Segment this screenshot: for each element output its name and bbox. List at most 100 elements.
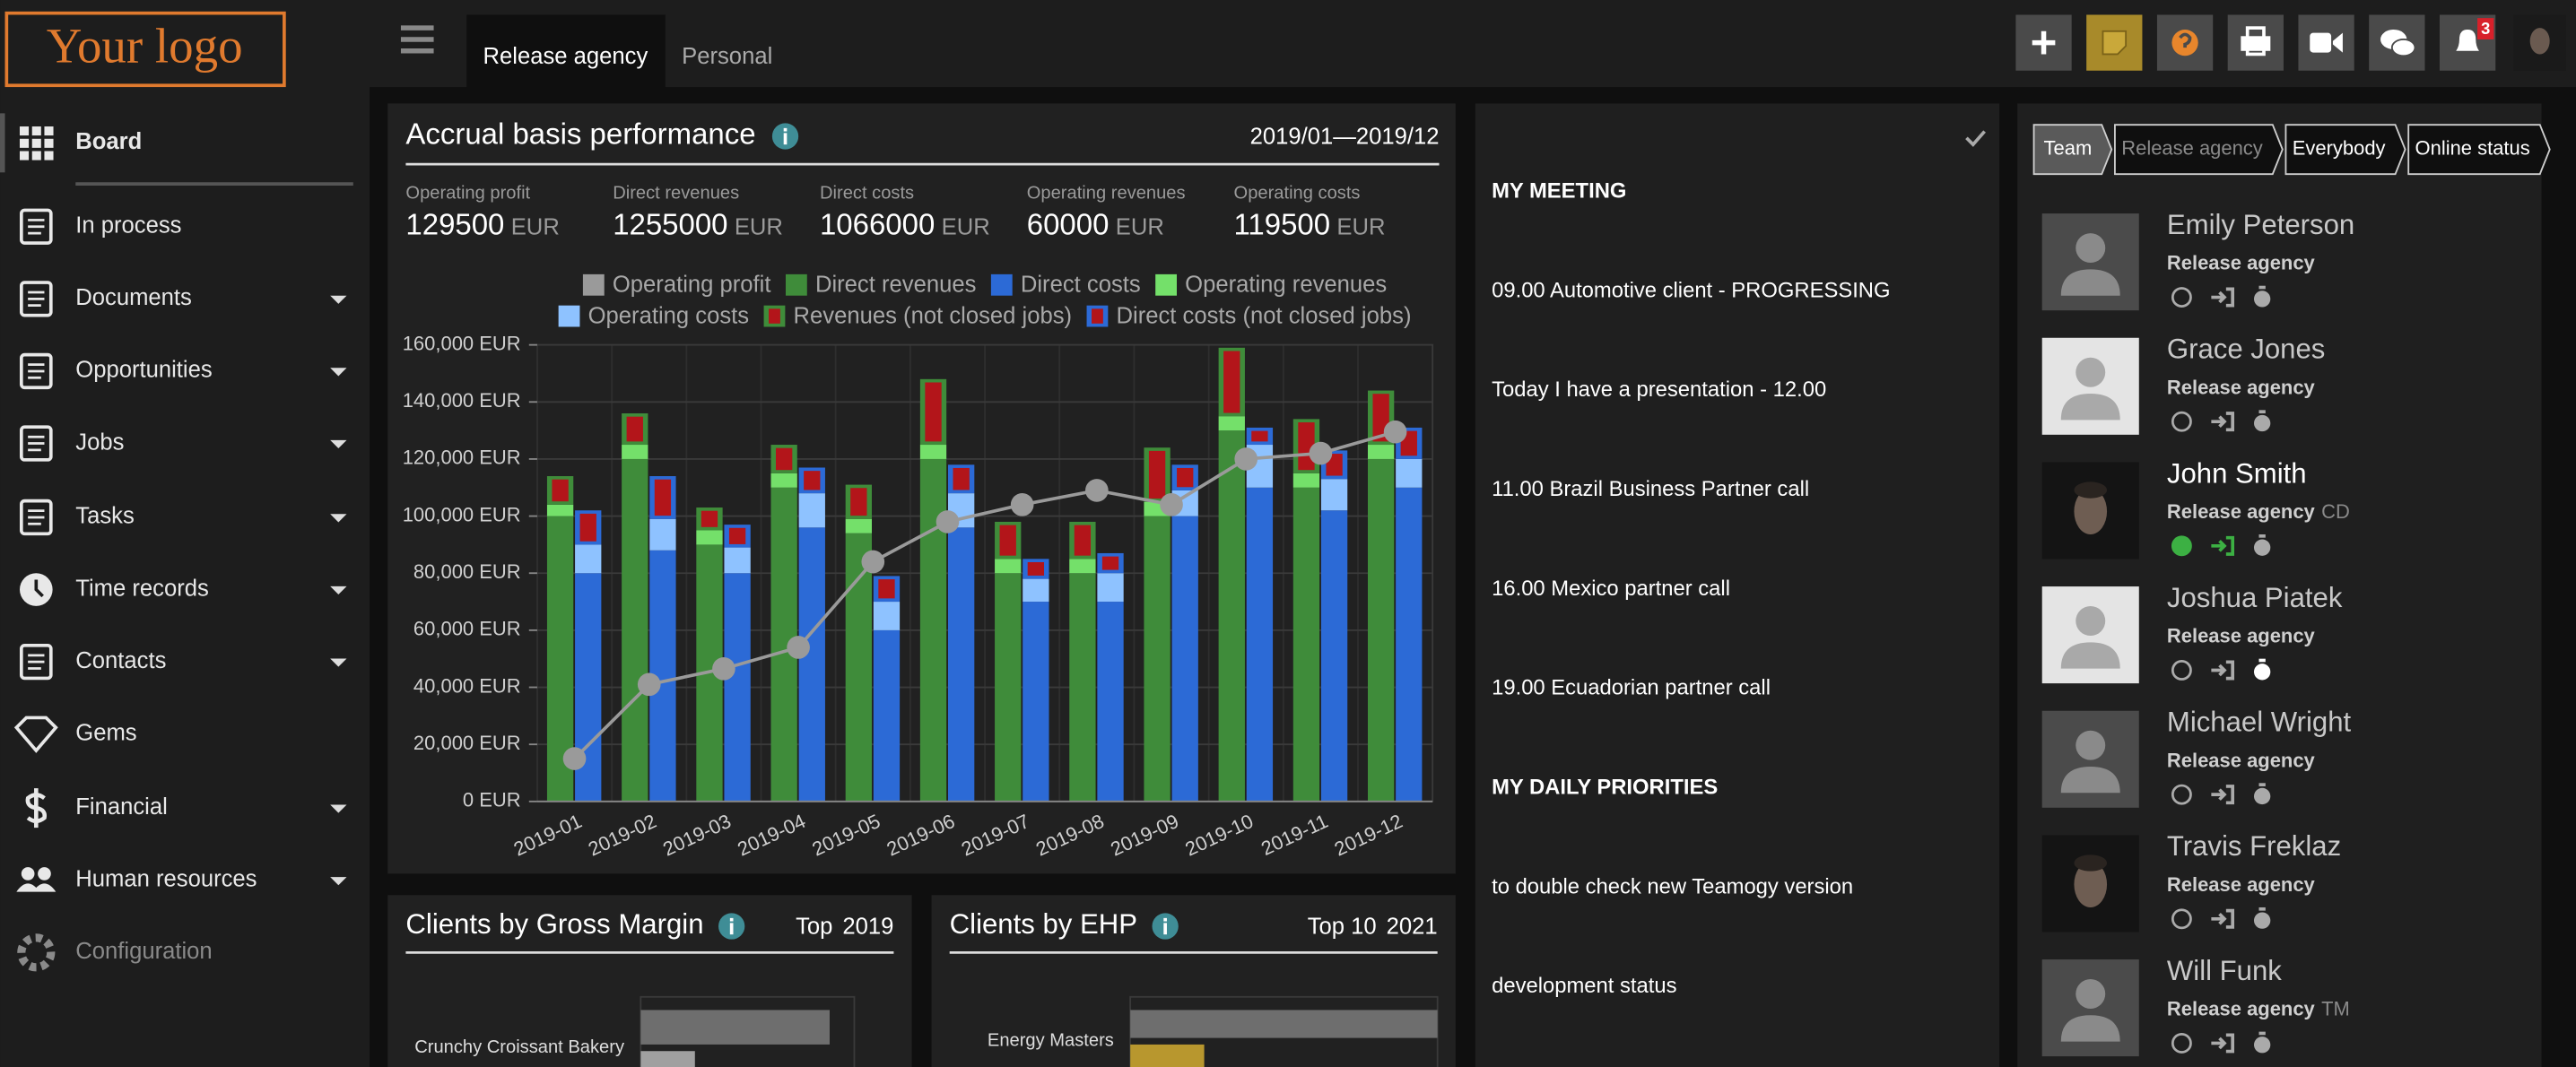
breadcrumb-shape	[2284, 124, 2406, 176]
member-name[interactable]: Travis Freklaz	[2167, 830, 2341, 862]
info-icon-bar	[729, 923, 734, 935]
profit-point	[861, 550, 885, 574]
nav-label[interactable]: In process	[75, 213, 181, 239]
icon-help-mark	[2179, 32, 2192, 48]
chart-title: Clients by Gross Margin	[405, 908, 703, 940]
nav-label[interactable]: Configuration	[75, 939, 212, 964]
bar-segment	[546, 504, 574, 516]
timer-icon	[2253, 912, 2271, 929]
nav-label[interactable]: Board	[75, 129, 142, 154]
bar-segment	[845, 518, 872, 534]
bar-segment-inner	[728, 527, 746, 544]
breadcrumb-item[interactable]: Everybody	[2284, 124, 2406, 176]
nav-item[interactable]	[0, 701, 370, 767]
profit-point	[1085, 479, 1109, 502]
bar-segment	[1218, 416, 1245, 431]
breadcrumb-shape	[2114, 124, 2284, 176]
bar-segment-inner	[1148, 450, 1166, 499]
nav-label[interactable]: Gems	[75, 720, 136, 745]
submenu-arrow[interactable]	[330, 439, 347, 449]
meeting-note: 11.00 Brazil Business Partner call	[1492, 477, 1809, 501]
login-icon	[2211, 287, 2235, 308]
timer-icon	[2253, 539, 2271, 556]
bar-segment	[770, 473, 797, 488]
notification-badge	[2477, 18, 2494, 39]
nav-icon-lines	[28, 219, 45, 235]
nav-label[interactable]: Human resources	[75, 867, 257, 892]
breadcrumb-item[interactable]: Online status	[2407, 124, 2551, 176]
nav-icon	[19, 499, 53, 536]
bar-segment	[1069, 559, 1096, 574]
breadcrumb-label[interactable]: Release agency	[2121, 136, 2263, 159]
tab[interactable]: Release agency	[483, 44, 648, 69]
icon-plus	[2032, 30, 2056, 55]
submenu-arrow[interactable]	[330, 658, 347, 667]
bar-segment	[1097, 602, 1124, 802]
member-name[interactable]: Michael Wright	[2167, 707, 2352, 738]
bar-segment	[724, 573, 751, 802]
legend-label: Operating profit	[613, 272, 771, 297]
submenu-arrow[interactable]	[330, 586, 347, 595]
kpi-unit: EUR	[1336, 214, 1385, 239]
breadcrumb-item[interactable]: Team	[2032, 124, 2113, 176]
bar-segment	[798, 493, 825, 528]
breadcrumb-item[interactable]: Release agency	[2114, 124, 2284, 176]
submenu-arrow[interactable]	[330, 804, 347, 813]
nav-label[interactable]: Opportunities	[75, 358, 212, 383]
nav-icon	[44, 138, 54, 148]
nav-item[interactable]	[0, 629, 370, 695]
nav-item[interactable]	[0, 194, 370, 259]
info-icon-dot	[1163, 917, 1167, 922]
nav-item[interactable]	[0, 776, 370, 841]
nav-label[interactable]: Documents	[75, 285, 192, 310]
bar-segment-inner	[654, 479, 672, 516]
profit-point	[1309, 441, 1333, 465]
member-company: Release agency	[2167, 376, 2316, 398]
kpi-label: Direct costs	[820, 183, 914, 203]
member-name[interactable]: Will Funk	[2167, 955, 2282, 986]
nav-label[interactable]: Jobs	[75, 429, 124, 455]
nav-item[interactable]	[0, 110, 370, 176]
tab[interactable]: Personal	[682, 44, 772, 69]
meeting-note: to double check new Teamogy version	[1492, 874, 1853, 898]
user-avatar-face	[2529, 28, 2550, 55]
nav-item[interactable]	[0, 411, 370, 476]
submenu-arrow[interactable]	[330, 295, 347, 304]
member-name[interactable]: Joshua Piatek	[2167, 582, 2343, 613]
icon-bell	[2456, 29, 2479, 51]
nav-icon	[31, 138, 41, 148]
nav-label[interactable]: Financial	[75, 794, 168, 820]
nav-label[interactable]: Contacts	[75, 648, 166, 673]
nav-label[interactable]: Time records	[75, 576, 209, 601]
breadcrumb-shape	[2032, 124, 2113, 176]
nav-item[interactable]	[0, 484, 370, 550]
login-icon	[2211, 1033, 2235, 1054]
kpi-unit: EUR	[1116, 214, 1164, 239]
bar-segment	[1069, 573, 1096, 802]
member-name[interactable]: John Smith	[2167, 457, 2307, 489]
member-name[interactable]: Grace Jones	[2167, 334, 2325, 365]
breadcrumb-label[interactable]: Team	[2044, 136, 2093, 159]
nav-label[interactable]: Tasks	[75, 504, 135, 529]
member-name[interactable]: Emily Peterson	[2167, 209, 2354, 240]
breadcrumb-label[interactable]: Online status	[2415, 136, 2530, 159]
bar-segment	[1367, 458, 1395, 802]
submenu-arrow[interactable]	[330, 514, 347, 523]
kpi-value: 60000	[1027, 207, 1110, 240]
submenu-arrow[interactable]	[330, 877, 347, 886]
check-icon[interactable]	[1965, 130, 1986, 147]
bar-segment	[1246, 487, 1274, 802]
icon-note	[2102, 30, 2128, 56]
avatar-hair	[2074, 854, 2108, 872]
timer-icon	[2253, 291, 2271, 308]
bar-segment	[1144, 516, 1171, 802]
legend-label: Direct costs	[1021, 272, 1141, 297]
timer-icon-top	[2258, 1031, 2266, 1036]
avatar-head	[2076, 233, 2106, 264]
member-company: Release agency	[2167, 252, 2316, 274]
nav-icon-hand	[34, 579, 44, 598]
submenu-arrow[interactable]	[330, 368, 347, 377]
tab-active[interactable]	[466, 14, 666, 88]
bar-segment-inner	[1223, 351, 1240, 413]
breadcrumb-label[interactable]: Everybody	[2293, 136, 2386, 159]
